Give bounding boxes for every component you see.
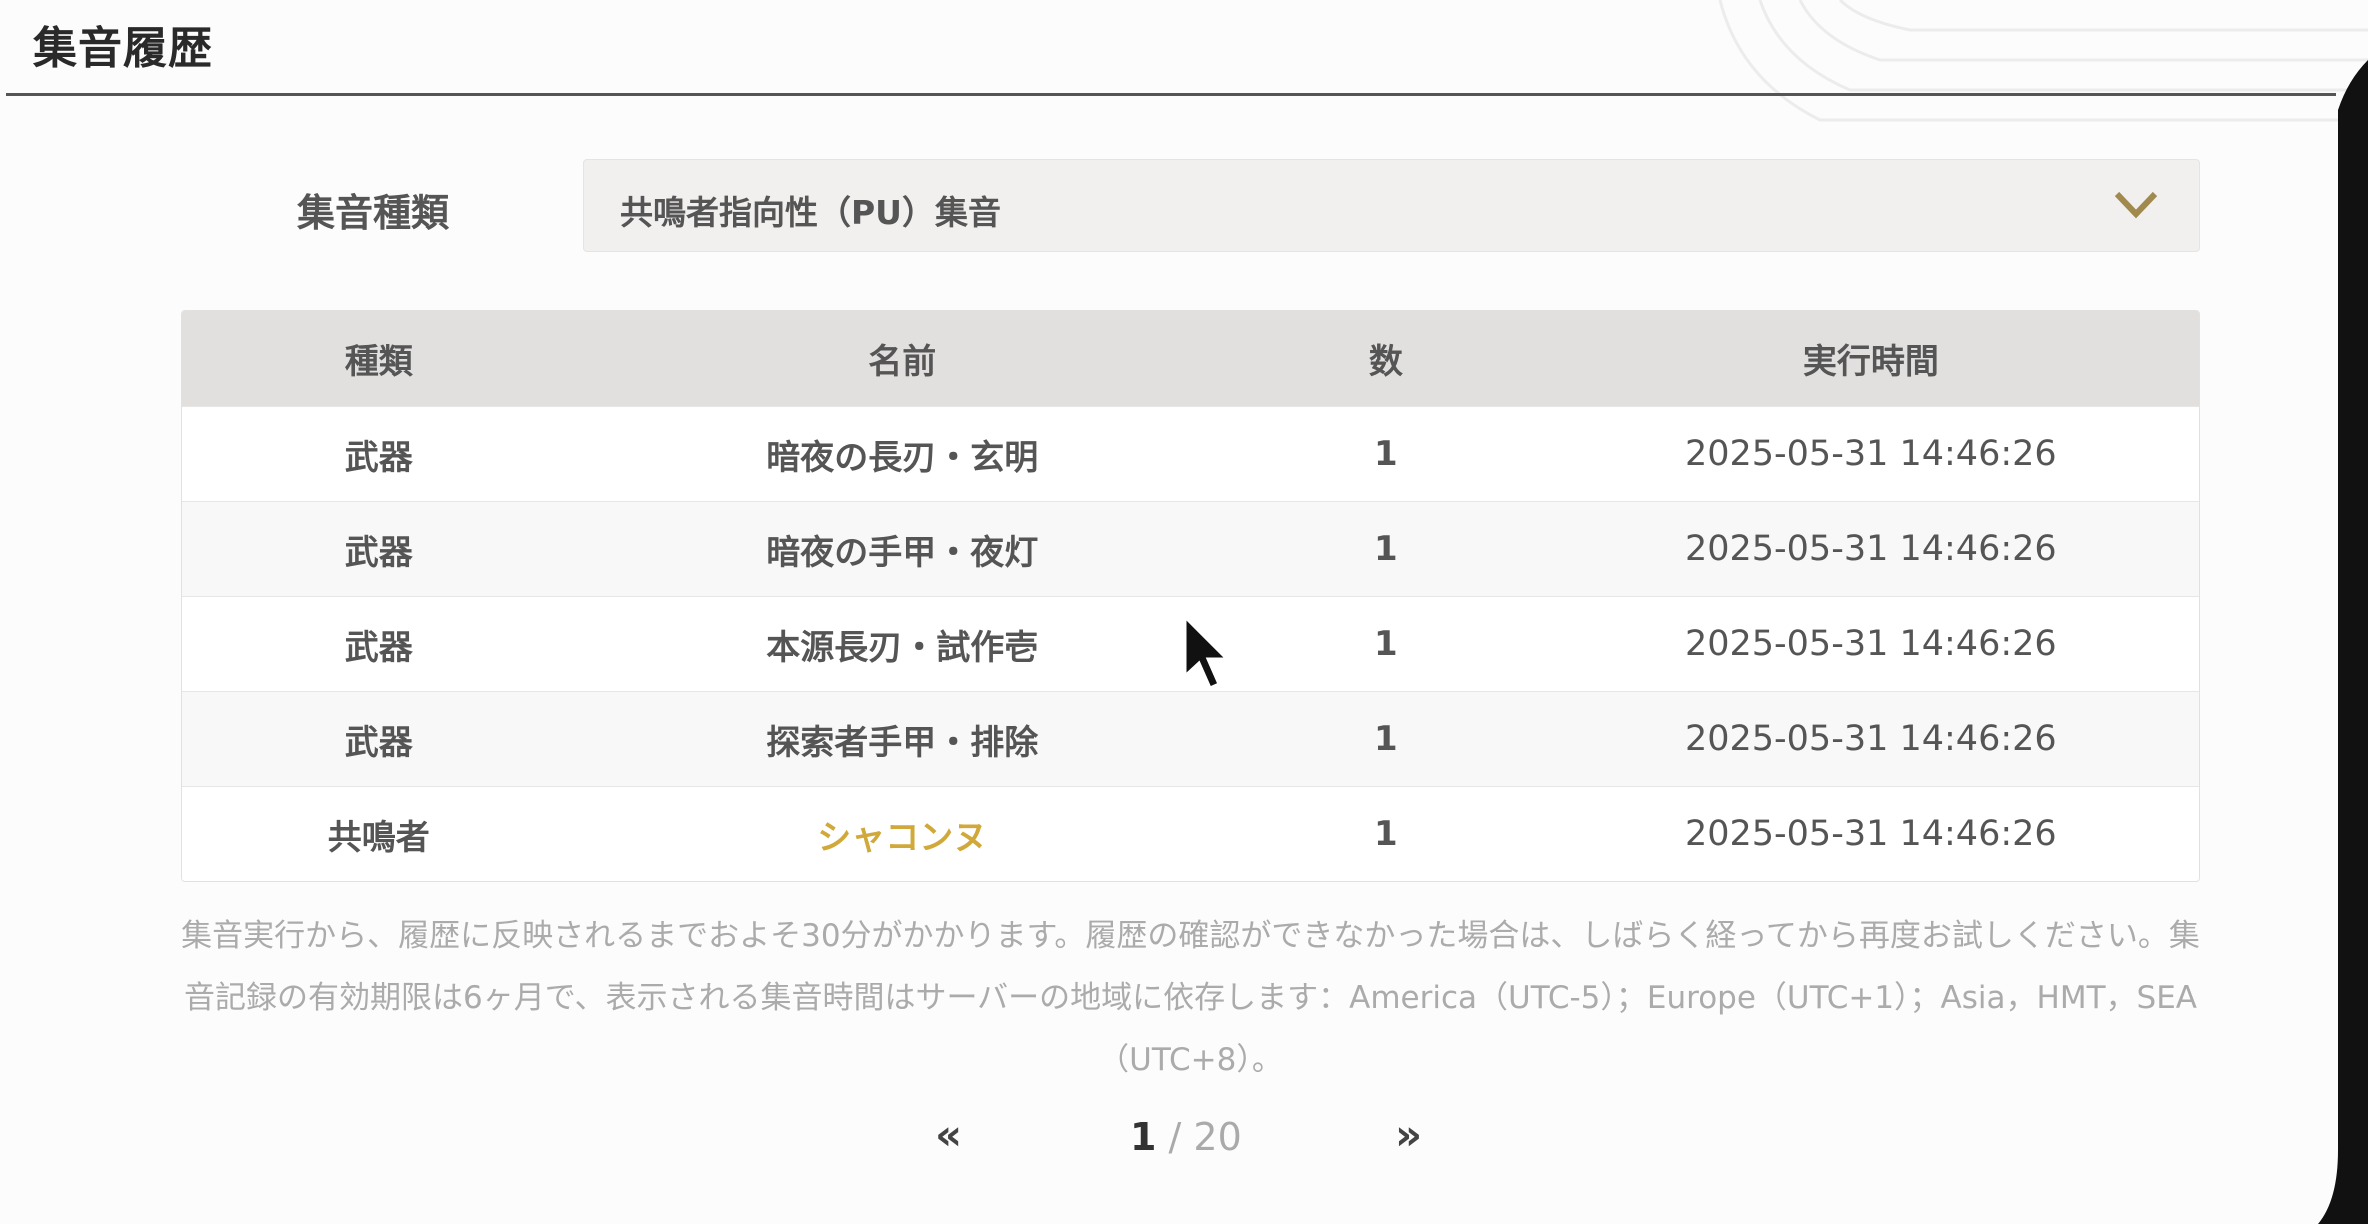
current-page: 1 [1130,1115,1157,1159]
cell-time: 2025-05-31 14:46:26 [1684,719,2057,759]
double-chevron-left-icon[interactable]: « [935,1110,963,1159]
cell-type: 武器 [344,627,413,668]
cell-count: 1 [1373,719,1398,759]
page-separator: / [1156,1115,1194,1159]
cell-time: 2025-05-31 14:46:26 [1684,529,2057,569]
cell-count: 1 [1373,814,1398,854]
cell-type: 共鳴者 [327,817,430,858]
cell-count: 1 [1373,434,1398,474]
gacha-type-select[interactable]: 共鳴者指向性（PU）集音 [583,159,2200,252]
cell-name: 暗夜の手甲・夜灯 [766,532,1039,573]
cell-time: 2025-05-31 14:46:26 [1684,434,2057,474]
cell-name: 暗夜の長刃・玄明 [766,437,1039,478]
column-header-type: 種類 [344,342,413,382]
cell-count: 1 [1373,529,1398,569]
table-row: 武器 暗夜の長刃・玄明 1 2025-05-31 14:46:26 [182,406,2199,501]
cell-count: 1 [1373,624,1398,664]
cell-type: 武器 [344,437,413,478]
cell-name: 探索者手甲・排除 [766,722,1039,763]
table-header: 種類 名前 数 実行時間 [182,311,2199,406]
decorative-arcs [1718,0,2368,122]
cell-type: 武器 [344,722,413,763]
window-edge [2318,60,2368,1224]
gacha-type-label: 集音種類 [297,191,450,235]
table-row: 共鳴者 シャコンヌ 1 2025-05-31 14:46:26 [182,786,2199,881]
history-note: 集音実行から、履歴に反映されるまでおよそ30分がかかります。履歴の確認ができなか… [181,918,2200,1078]
cell-type: 武器 [344,532,413,573]
chevron-down-icon [2114,191,2158,219]
column-header-time: 実行時間 [1802,342,1939,382]
cell-time: 2025-05-31 14:46:26 [1684,624,2057,664]
gacha-type-selected: 共鳴者指向性（PU）集音 [620,193,1001,232]
column-header-name: 名前 [868,342,937,382]
page-indicator: 1 / 20 [1130,1115,1242,1159]
history-table: 種類 名前 数 実行時間 武器 暗夜の長刃・玄明 1 2025-05-31 14… [181,310,2200,882]
table-row: 武器 暗夜の手甲・夜灯 1 2025-05-31 14:46:26 [182,501,2199,596]
cell-name: 本源長刃・試作壱 [766,627,1039,668]
mouse-cursor-icon [1183,614,1231,690]
cell-name-highlighted: シャコンヌ [817,817,988,858]
page-title: 集音履歴 [33,23,213,74]
table-row: 武器 本源長刃・試作壱 1 2025-05-31 14:46:26 [182,596,2199,691]
column-header-count: 数 [1368,342,1403,382]
header-divider [6,93,2336,96]
double-chevron-right-icon[interactable]: » [1395,1110,1423,1159]
table-row: 武器 探索者手甲・排除 1 2025-05-31 14:46:26 [182,691,2199,786]
cell-time: 2025-05-31 14:46:26 [1684,814,2057,854]
total-pages: 20 [1193,1115,1242,1159]
